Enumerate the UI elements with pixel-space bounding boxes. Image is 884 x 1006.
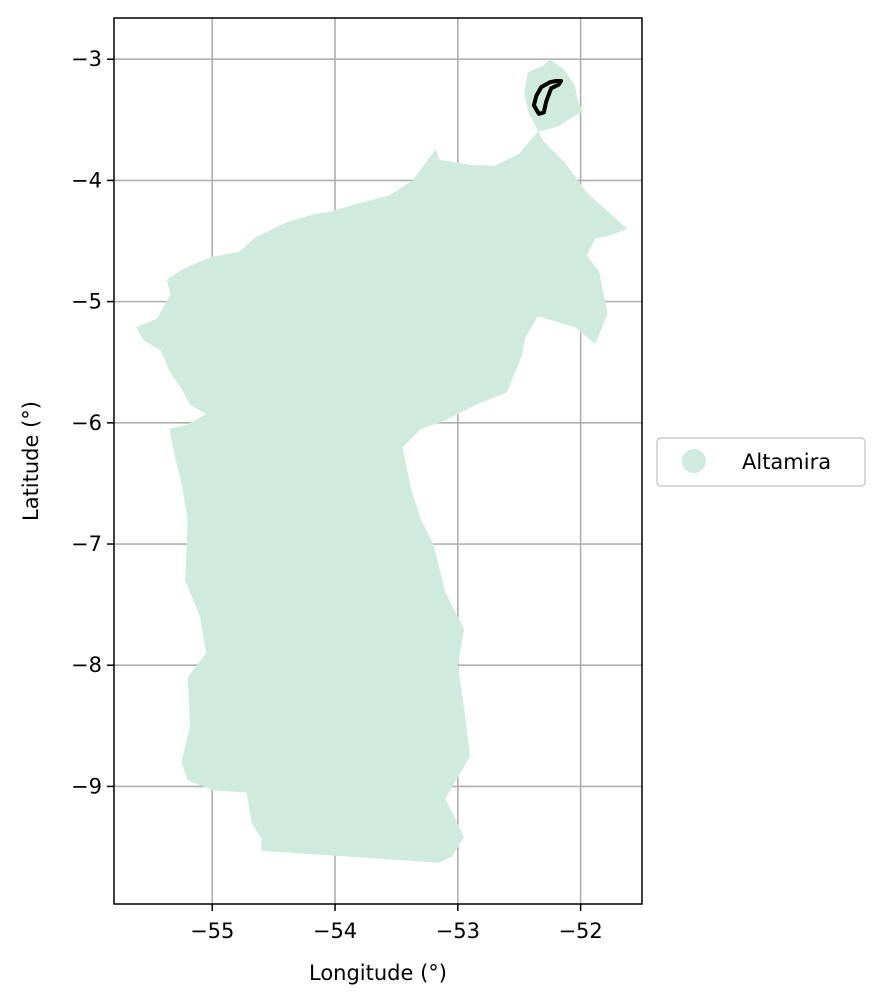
y-tick-label: −3	[71, 47, 102, 71]
x-axis-label: Longitude (°)	[309, 961, 447, 985]
axis-ticks: −55 −54 −53 −52 −3 −4 −5 −6 −7 −8 −9	[71, 47, 603, 943]
y-tick-label: −7	[71, 532, 102, 556]
y-axis-label: Latitude (°)	[19, 401, 43, 521]
axes-frame	[113, 17, 643, 905]
y-tick-label: −6	[71, 411, 102, 435]
x-tick-label: −53	[436, 919, 480, 943]
highlighted-outline	[531, 79, 563, 116]
x-tick-label: −54	[313, 919, 357, 943]
legend: Altamira	[656, 437, 866, 487]
y-tick-label: −4	[71, 168, 102, 192]
legend-label: Altamira	[742, 450, 831, 474]
legend-marker-icon	[682, 449, 706, 473]
region-altamira	[136, 59, 628, 863]
x-tick-label: −52	[558, 919, 602, 943]
y-tick-label: −8	[71, 653, 102, 677]
y-tick-label: −5	[71, 290, 102, 314]
legend-box	[656, 437, 866, 487]
x-tick-label: −55	[190, 919, 234, 943]
y-tick-label: −9	[71, 774, 102, 798]
